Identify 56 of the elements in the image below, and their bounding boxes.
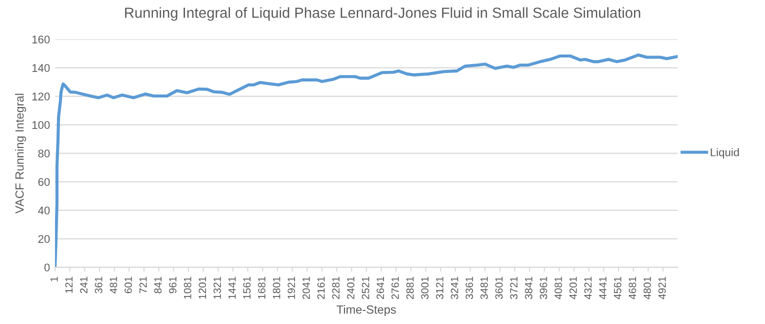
y-tick-label: 40 — [38, 206, 50, 214]
y-tick-label: 100 — [32, 121, 50, 129]
x-tick-label: 2761 — [391, 276, 399, 299]
y-tick-label: 60 — [38, 178, 50, 186]
x-tick-label: 4681 — [628, 276, 636, 300]
y-tick-label: 20 — [38, 235, 50, 243]
x-tick-label: 361 — [94, 276, 102, 294]
x-tick-label: 2281 — [332, 276, 340, 299]
x-tick-label: 3481 — [480, 276, 488, 300]
x-tick-label: 4321 — [584, 276, 592, 300]
x-tick-label: 1 — [50, 276, 58, 282]
x-tick-label: 601 — [124, 276, 132, 294]
x-tick-label: 841 — [154, 276, 162, 294]
x-tick-label: 3001 — [421, 276, 429, 300]
x-tick-label: 3241 — [450, 276, 458, 300]
x-tick-label: 121 — [65, 276, 73, 293]
x-tick-label: 3841 — [524, 276, 532, 300]
y-tick-label: 160 — [32, 36, 50, 44]
y-axis-title: VACF Running Integral — [15, 94, 26, 214]
line-series — [55, 53, 678, 268]
x-tick-label: 3601 — [495, 276, 503, 300]
x-tick-label: 2401 — [347, 276, 354, 299]
x-tick-label: 3721 — [510, 276, 518, 300]
y-tick-label: 140 — [32, 64, 50, 72]
x-tick-label: 3121 — [436, 276, 444, 300]
x-tick-label: 4561 — [614, 276, 622, 300]
x-tick-label: 4921 — [658, 276, 666, 300]
x-tick-label: 721 — [139, 276, 147, 294]
x-tick-label: 481 — [110, 276, 118, 294]
x-tick-label: 4201 — [569, 276, 577, 300]
x-tick-label: 1201 — [198, 276, 206, 299]
x-tick-label: 4441 — [599, 276, 606, 300]
x-tick-label: 1081 — [184, 276, 192, 299]
x-tick-label: 1801 — [272, 276, 280, 299]
x-tick-label: 1921 — [288, 276, 296, 299]
x-tick-label: 2641 — [376, 276, 384, 299]
x-tick-label: 4081 — [554, 276, 562, 300]
y-tick-label: 80 — [38, 150, 50, 158]
x-tick-label: 1441 — [228, 276, 236, 299]
y-tick-label: 120 — [32, 92, 50, 100]
x-tick-label: 1321 — [214, 276, 221, 299]
legend-label: Liquid — [710, 148, 739, 158]
x-tick-label: 4801 — [644, 276, 651, 300]
x-tick-label: 241 — [80, 276, 88, 294]
x-tick-label: 2521 — [362, 276, 370, 299]
x-tick-label: 1561 — [243, 276, 251, 299]
x-tick-label: 2041 — [302, 276, 310, 299]
x-tick-label: 3361 — [466, 276, 474, 300]
x-tick-label: 1681 — [258, 276, 266, 299]
x-tick-label: 2161 — [317, 276, 325, 299]
y-tick-label: 0 — [44, 264, 50, 272]
x-tick-label: 3961 — [540, 276, 548, 300]
x-tick-label: 961 — [169, 276, 176, 294]
chart-title: Running Integral of Liquid Phase Lennard-Jones Fluid in Small Scale Simulation — [125, 7, 640, 21]
x-axis-title: Time-Steps — [336, 305, 396, 316]
x-tick-label: 2881 — [406, 276, 414, 299]
